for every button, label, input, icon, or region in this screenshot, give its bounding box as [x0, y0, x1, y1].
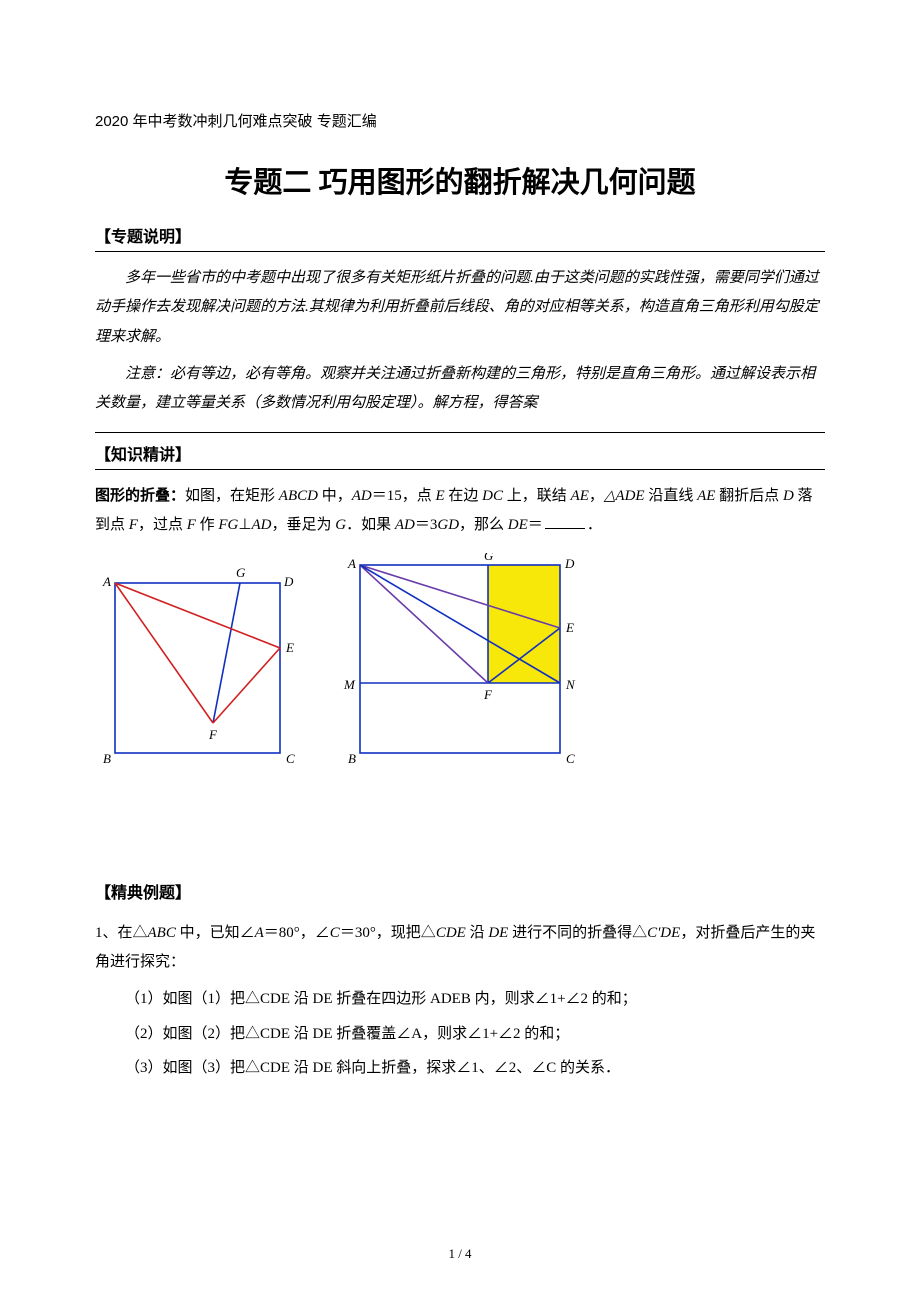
t: AD — [251, 517, 271, 533]
t: △ADE — [604, 488, 645, 504]
svg-text:D: D — [283, 574, 294, 589]
t: C — [330, 925, 340, 941]
t: 上，联结 — [503, 488, 571, 504]
t: 1、在△ — [95, 925, 148, 941]
section-header-2: 【知识精讲】 — [95, 441, 825, 470]
t: 在边 — [445, 488, 483, 504]
t: A — [255, 925, 264, 941]
t: ＝80°，∠ — [264, 925, 330, 941]
svg-text:N: N — [565, 677, 576, 692]
figure-1: A G D E C B F — [95, 553, 300, 763]
t: AE — [697, 488, 715, 504]
t: F — [129, 517, 138, 533]
t: 如图，在矩形 — [185, 488, 279, 504]
svg-text:F: F — [483, 687, 493, 702]
t: 进行不同的折叠得△ — [508, 925, 647, 941]
t: ，那么 — [459, 517, 508, 533]
fold-prefix: 图形的折叠： — [95, 488, 185, 504]
main-title: 专题二 巧用图形的翻折解决几何问题 — [95, 159, 825, 201]
t: ⊥ — [238, 517, 251, 533]
sub-item-1: （1）如图（1）把△CDE 沿 DE 折叠在四边形 ADEB 内，则求∠1+∠2… — [95, 982, 825, 1017]
t: GD — [437, 517, 459, 533]
t: 沿直线 — [645, 488, 698, 504]
t: ，垂足为 — [271, 517, 335, 533]
t: DC — [482, 488, 503, 504]
page-number: 1 / 4 — [0, 1246, 920, 1262]
t: AD — [352, 488, 372, 504]
t: 翻折后点 — [715, 488, 783, 504]
svg-text:F: F — [208, 727, 218, 742]
t: ，过点 — [138, 517, 187, 533]
svg-text:G: G — [236, 565, 246, 580]
figures-container: A G D E C B F A G D E N C B M F — [95, 553, 825, 763]
svg-text:G: G — [484, 553, 494, 563]
explain-para-2: 注意：必有等边，必有等角。观察并关注通过折叠新构建的三角形，特别是直角三角形。通… — [95, 360, 825, 434]
t: ABCD — [279, 488, 318, 504]
t: 中， — [318, 488, 352, 504]
t: AD — [395, 517, 415, 533]
t: ＝15，点 — [372, 488, 436, 504]
svg-text:M: M — [343, 677, 356, 692]
t: D — [783, 488, 794, 504]
explain-para-1: 多年一些省市的中考题中出现了很多有关矩形纸片折叠的问题.由于这类问题的实践性强，… — [95, 264, 825, 352]
svg-text:E: E — [565, 620, 574, 635]
svg-text:B: B — [348, 751, 356, 763]
t: 作 — [196, 517, 219, 533]
svg-text:D: D — [564, 556, 575, 571]
svg-text:C: C — [566, 751, 575, 763]
svg-text:A: A — [102, 574, 111, 589]
t: ABC — [148, 925, 176, 941]
t: E — [435, 488, 444, 504]
sub-item-3: （3）如图（3）把△CDE 沿 DE 斜向上折叠，探求∠1、∠2、∠C 的关系． — [95, 1051, 825, 1086]
sub-item-2: （2）如图（2）把△CDE 沿 DE 折叠覆盖∠A，则求∠1+∠2 的和； — [95, 1017, 825, 1052]
t: G — [335, 517, 346, 533]
t: ．如果 — [346, 517, 395, 533]
t: DE — [488, 925, 508, 941]
t: C'DE — [647, 925, 680, 941]
blank-fill — [545, 528, 585, 529]
svg-text:B: B — [103, 751, 111, 763]
t: ＝ — [528, 517, 543, 533]
t: 沿 — [466, 925, 489, 941]
t: ＝3 — [415, 517, 438, 533]
section-header-3: 【精典例题】 — [95, 879, 825, 907]
t: F — [187, 517, 196, 533]
svg-text:A: A — [347, 556, 356, 571]
t: ， — [589, 488, 604, 504]
t: DE — [508, 517, 528, 533]
svg-text:E: E — [285, 640, 294, 655]
t: FG — [218, 517, 238, 533]
svg-text:C: C — [286, 751, 295, 763]
knowledge-para: 图形的折叠：如图，在矩形 ABCD 中，AD＝15，点 E 在边 DC 上，联结… — [95, 482, 825, 539]
t: ＝30°，现把△ — [340, 925, 436, 941]
t: CDE — [436, 925, 466, 941]
t: ． — [587, 517, 602, 533]
t: 中，已知∠ — [176, 925, 255, 941]
example-q1: 1、在△ABC 中，已知∠A＝80°，∠C＝30°，现把△CDE 沿 DE 进行… — [95, 919, 825, 976]
t: AE — [571, 488, 589, 504]
figure-2: A G D E N C B M F — [340, 553, 580, 763]
section-header-1: 【专题说明】 — [95, 223, 825, 252]
doc-header: 2020 年中考数冲刺几何难点突破 专题汇编 — [95, 110, 825, 131]
